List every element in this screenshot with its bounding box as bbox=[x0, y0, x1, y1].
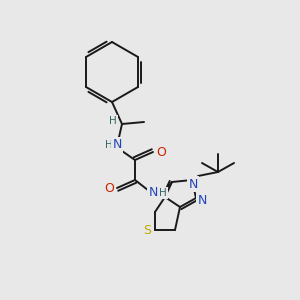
Text: H: H bbox=[159, 188, 167, 198]
Text: N: N bbox=[112, 139, 122, 152]
Text: N: N bbox=[197, 194, 207, 206]
Text: H: H bbox=[105, 140, 113, 150]
Text: O: O bbox=[156, 146, 166, 158]
Text: H: H bbox=[109, 116, 117, 126]
Text: N: N bbox=[148, 187, 158, 200]
Text: O: O bbox=[104, 182, 114, 194]
Text: N: N bbox=[188, 178, 198, 190]
Text: S: S bbox=[143, 224, 151, 238]
